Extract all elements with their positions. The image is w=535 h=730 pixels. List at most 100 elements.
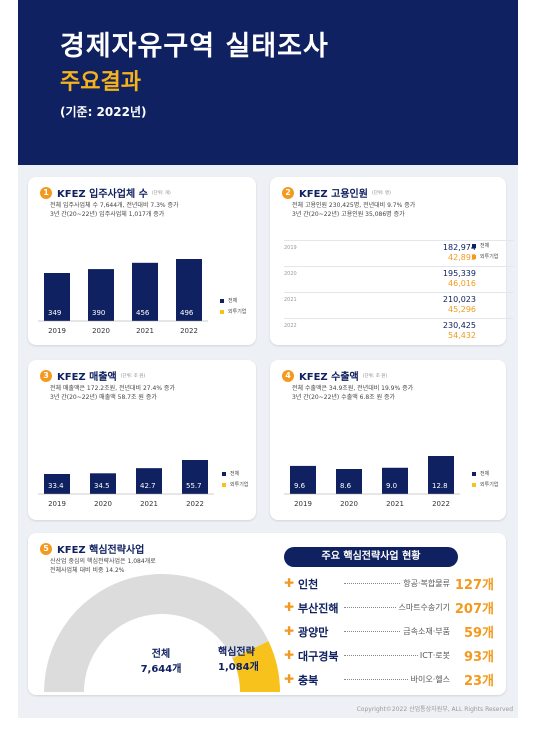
legend-swatch — [220, 309, 224, 314]
legend-label: 전체 — [480, 243, 490, 249]
donut-total-value: 7,644개 — [140, 664, 182, 675]
donut-core-label: 핵심전략 — [218, 647, 255, 658]
page-subtitle: 주요결과 — [60, 70, 141, 95]
table-row: 2021 210,023 45,296 — [284, 292, 514, 318]
region-count: 23개 — [463, 674, 494, 689]
x-tick-label: 2019 — [294, 500, 312, 508]
row-foreign-value: 54,432 — [448, 331, 476, 340]
desc-line-1: 전체 수출액은 34.9조원, 전년대비 19.9% 증가 — [292, 385, 414, 392]
plus-icon: ✚ — [284, 600, 295, 614]
legend-total: 전체 — [472, 242, 498, 249]
legend-label: 전체 — [228, 298, 238, 304]
chart-legend: 전체 외투기업 — [220, 297, 246, 319]
section-number: 2 — [282, 186, 294, 199]
x-tick-label: 2019 — [48, 327, 66, 335]
legend-foreign: 외투기업 — [472, 481, 498, 488]
leader-dots — [344, 631, 426, 632]
donut-total-label: 전체 — [151, 649, 171, 660]
bar-value-label: 390 — [92, 309, 105, 317]
sales-bar-chart: 33.4 2019 34.5 2020 42.7 2021 55.7 2022 — [38, 460, 214, 508]
row-year: 2020 — [284, 271, 297, 277]
legend-total: 전체 — [472, 470, 498, 477]
row-foreign-value: 45,296 — [448, 305, 476, 314]
legend-label: 외투기업 — [230, 482, 249, 488]
region-sector: 바이오·헬스 — [408, 674, 450, 685]
table-row: 2019 182,974 42,893 — [284, 240, 514, 266]
region-name: 충북 — [298, 674, 319, 687]
region-name: 인천 — [298, 578, 319, 591]
bar — [382, 467, 408, 494]
card-exports: 4 KFEZ 수출액 (단위: 조 원) 전체 수출액은 34.9조원, 전년대… — [270, 360, 506, 520]
legend-foreign: 외투기업 — [472, 253, 498, 260]
bar — [90, 473, 116, 494]
bar-value-label: 55.7 — [186, 482, 202, 490]
region-item: ✚ 대구경북 ICT·로봇 93개 — [284, 646, 494, 665]
region-count: 59개 — [463, 626, 494, 641]
card-header: 1 KFEZ 입주사업체 수 (단위: 개) — [40, 185, 171, 200]
desc-line-2: 3년 간(20~22년) 매출액 58.7조 원 증가 — [50, 394, 157, 401]
desc-line-2: 3년 간(20~22년) 수출액 6.8조 원 증가 — [292, 394, 396, 401]
leader-dots — [344, 607, 426, 608]
card-header: 5 KFEZ 핵심전략사업 — [40, 541, 144, 556]
bar — [136, 468, 162, 494]
table-row: 2022 230,425 54,432 — [284, 318, 514, 344]
bar-value-label: 33.4 — [48, 482, 64, 490]
x-tick-label: 2020 — [92, 327, 110, 335]
card-employment: 2 KFEZ 고용인원 (단위: 명) 전체 고용인원 230,425명, 전년… — [270, 177, 514, 345]
bar — [182, 460, 208, 494]
card-unit: (단위: 조 원) — [120, 373, 146, 379]
card-title: KFEZ 핵심전략사업 — [57, 545, 145, 556]
bar-value-label: 496 — [180, 309, 194, 317]
region-item: ✚ 충북 바이오·헬스 23개 — [284, 670, 494, 689]
desc-line-1: 전체 고용인원 230,425명, 전년대비 9.7% 증가 — [292, 202, 416, 209]
section-number: 4 — [282, 369, 294, 382]
bar-value-label: 349 — [48, 309, 61, 317]
region-name: 대구경북 — [298, 650, 339, 663]
region-sector: 항공·복합물류 — [401, 578, 450, 589]
card-unit: (단위: 조 원) — [362, 373, 388, 379]
legend-swatch — [472, 254, 476, 259]
region-count: 93개 — [463, 650, 494, 665]
desc-line-1: 전체 입주사업체 수 7,644개, 전년대비 7.3% 증가 — [50, 202, 179, 209]
legend-label: 외투기업 — [480, 254, 499, 260]
page-title: 경제자유구역 실태조사 — [60, 31, 329, 62]
leader-dots — [344, 655, 426, 656]
companies-bar-chart: 349 2019 390 2020 456 2021 496 2022 — [38, 259, 208, 335]
card-title: KFEZ 고용인원 — [299, 189, 368, 200]
row-total-value: 182,974 — [442, 243, 476, 252]
legend-swatch — [472, 243, 476, 248]
copyright: Copyright©2022 산업통상자원부, ALL Rights Reser… — [356, 706, 513, 713]
legend-total: 전체 — [222, 470, 248, 477]
card-description: 전체 고용인원 230,425명, 전년대비 9.7% 증가 3년 간(20~2… — [292, 201, 415, 219]
desc-line-1: 신산업 중심의 핵심전략사업은 1,084개로 — [50, 558, 156, 565]
exports-bar-chart: 9.6 2019 8.6 2020 9.0 2021 12.8 2022 — [284, 456, 460, 508]
row-total-value: 210,023 — [442, 295, 476, 304]
header-banner: 경제자유구역 실태조사 주요결과 (기준: 2022년) — [18, 0, 518, 165]
section-number: 1 — [40, 186, 52, 199]
bar-value-label: 456 — [136, 309, 150, 317]
plus-icon: ✚ — [284, 648, 295, 662]
region-item: ✚ 부산진해 스마트수송기기 207개 — [284, 598, 494, 617]
legend-swatch — [222, 471, 226, 476]
card-header: 3 KFEZ 매출액 (단위: 조 원) — [40, 368, 145, 383]
region-sector: ICT·로봇 — [417, 650, 450, 661]
x-tick-label: 2019 — [48, 500, 66, 508]
legend-foreign: 외투기업 — [220, 308, 246, 315]
bar — [132, 262, 158, 321]
chart-legend: 전체 외투기업 — [222, 470, 248, 492]
plus-icon: ✚ — [284, 624, 295, 638]
card-header: 2 KFEZ 고용인원 (단위: 명) — [282, 185, 391, 200]
x-tick-label: 2021 — [140, 500, 158, 508]
table-row: 2020 195,339 46,016 — [284, 266, 514, 292]
row-total-value: 195,339 — [442, 269, 476, 278]
region-count: 207개 — [454, 602, 494, 617]
card-header: 4 KFEZ 수출액 (단위: 조 원) — [282, 368, 387, 383]
desc-line-2: 3년 간(20~22년) 고용인원 35,086명 증가 — [292, 211, 405, 218]
base-year: (기준: 2022년) — [60, 105, 147, 119]
region-sector: 금속소재·부품 — [401, 626, 450, 637]
desc-line-1: 전체 매출액은 172.2조원, 전년대비 27.4% 증가 — [50, 385, 175, 392]
bar — [428, 456, 454, 494]
x-tick-label: 2022 — [432, 500, 450, 508]
region-name: 부산진해 — [298, 602, 339, 615]
leader-dots — [344, 583, 426, 584]
